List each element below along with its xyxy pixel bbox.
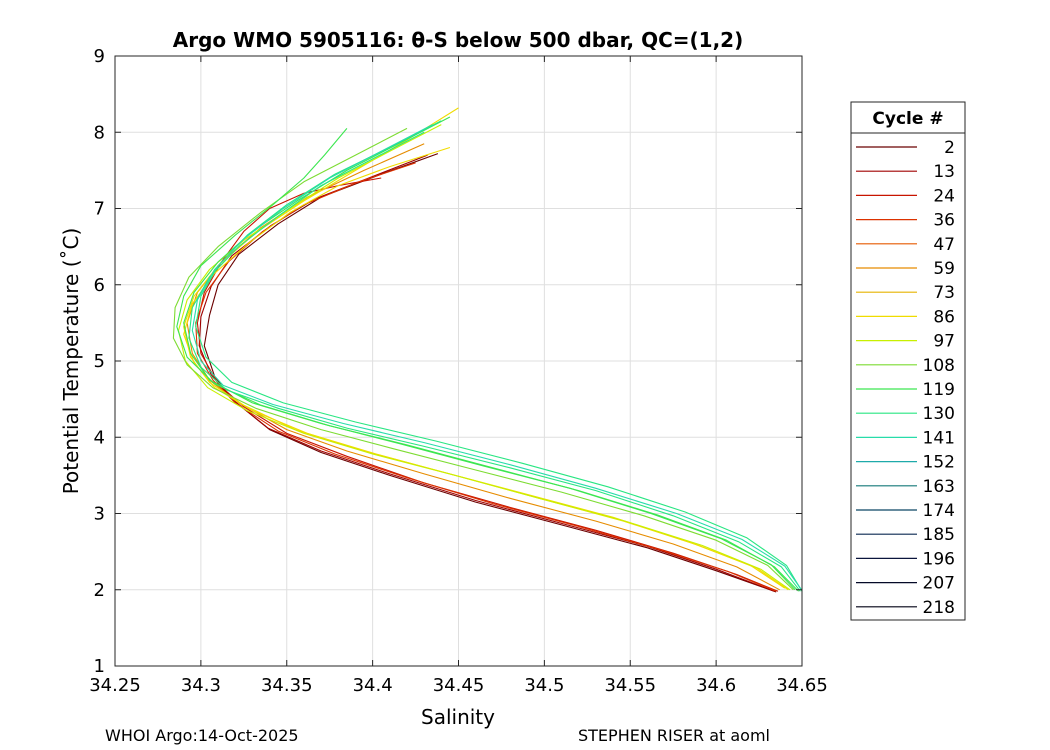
legend-label: 86 bbox=[933, 307, 955, 327]
y-tick-label: 4 bbox=[94, 427, 105, 448]
legend: Cycle # 2 13 24 36 47 59 73 86 97 108 119 130 141 152… bbox=[850, 101, 966, 621]
x-tick-label: 34.3 bbox=[181, 675, 221, 696]
footer-right: STEPHEN RISER at aoml bbox=[578, 726, 770, 745]
legend-label: 152 bbox=[923, 453, 955, 473]
legend-label: 97 bbox=[933, 332, 955, 352]
x-tick-label: 34.25 bbox=[89, 675, 141, 696]
x-tick-label: 34.5 bbox=[524, 675, 564, 696]
profile-line bbox=[188, 131, 801, 592]
y-tick-label: 6 bbox=[94, 275, 105, 296]
axis-ticks: 34.25 34.3 34.35 34.4 34.45 34.5 34.55 34.6 34.6… bbox=[89, 46, 828, 696]
y-tick-label: 2 bbox=[94, 580, 105, 601]
legend-label: 185 bbox=[923, 525, 955, 545]
x-tick-label: 34.45 bbox=[433, 675, 485, 696]
legend-label: 130 bbox=[923, 404, 955, 424]
legend-label: 73 bbox=[933, 283, 955, 303]
profile-line bbox=[191, 124, 803, 591]
x-tick-label: 34.6 bbox=[696, 675, 736, 696]
legend-label: 13 bbox=[933, 162, 955, 182]
profile-line bbox=[203, 153, 777, 593]
profile-line bbox=[177, 124, 791, 591]
legend-label: 141 bbox=[923, 428, 955, 448]
profile-line bbox=[183, 116, 796, 591]
legend-label: 163 bbox=[923, 477, 955, 497]
legend-label: 24 bbox=[933, 186, 955, 206]
legend-label: 2 bbox=[944, 138, 955, 158]
legend-label: 218 bbox=[923, 598, 955, 618]
profile-line bbox=[196, 177, 779, 592]
legend-label: 108 bbox=[923, 356, 955, 376]
x-tick-label: 34.65 bbox=[776, 675, 828, 696]
legend-label: 174 bbox=[923, 501, 955, 521]
legend-label: 59 bbox=[933, 259, 955, 279]
series-group bbox=[172, 107, 803, 593]
legend-items: 2 13 24 36 47 59 73 86 97 108 119 130 141 152 163 174 18… bbox=[856, 138, 955, 618]
x-tick-label: 34.35 bbox=[261, 675, 313, 696]
y-tick-label: 3 bbox=[94, 504, 105, 525]
legend-label: 119 bbox=[923, 380, 955, 400]
chart-title: Argo WMO 5905116: θ-S below 500 dbar, QC… bbox=[173, 28, 743, 52]
y-tick-label: 9 bbox=[94, 46, 105, 67]
y-tick-label: 1 bbox=[94, 656, 105, 677]
x-tick-label: 34.55 bbox=[604, 675, 656, 696]
legend-title: Cycle # bbox=[872, 109, 943, 129]
y-tick-label: 8 bbox=[94, 122, 105, 143]
footer-left: WHOI Argo:14-Oct-2025 bbox=[105, 726, 299, 745]
profile-line bbox=[172, 127, 794, 591]
profile-line bbox=[183, 107, 786, 589]
legend-label: 207 bbox=[923, 574, 955, 594]
profile-line bbox=[176, 128, 799, 592]
x-tick-label: 34.4 bbox=[353, 675, 393, 696]
y-tick-label: 7 bbox=[94, 199, 105, 220]
legend-label: 196 bbox=[923, 549, 955, 569]
legend-label: 47 bbox=[933, 235, 955, 255]
grid bbox=[114, 55, 803, 667]
y-axis-label: Potential Temperature (˚C) bbox=[59, 228, 83, 495]
legend-label: 36 bbox=[933, 211, 955, 231]
profile-line bbox=[195, 120, 803, 592]
y-tick-label: 5 bbox=[94, 351, 105, 372]
x-axis-label: Salinity bbox=[421, 705, 495, 729]
